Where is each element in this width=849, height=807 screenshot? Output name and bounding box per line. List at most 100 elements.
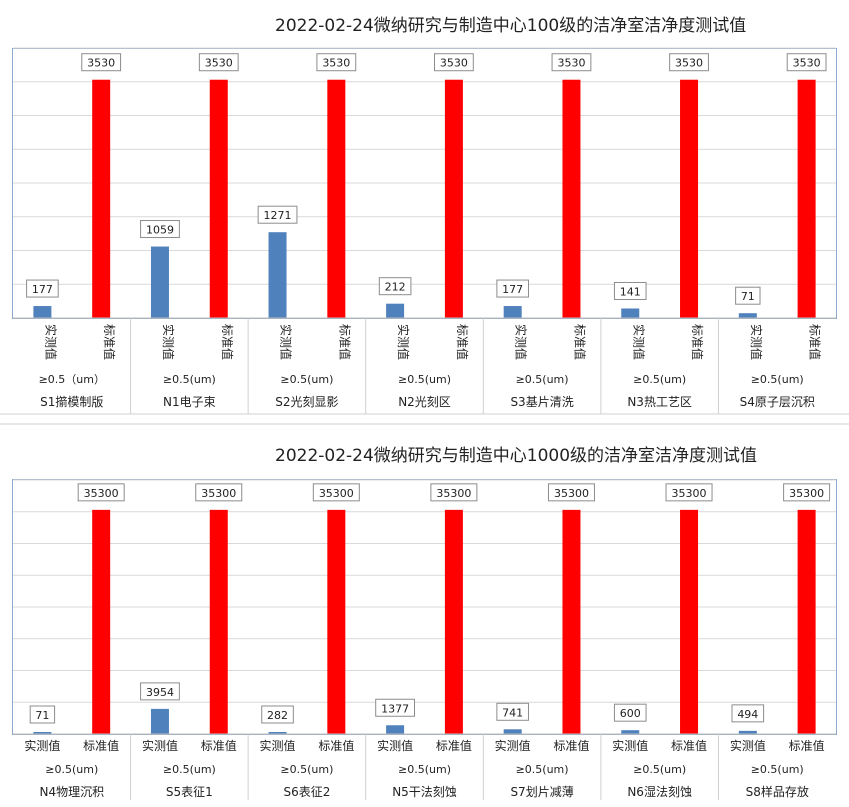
standard-data-label: 35300 xyxy=(201,487,236,500)
room-name-label: N5干法刻蚀 xyxy=(392,785,457,799)
standard-series-label: 标准值 xyxy=(690,324,705,360)
measured-data-label: 71 xyxy=(741,290,755,303)
room-name-label: S4原子层沉积 xyxy=(740,395,815,409)
standard-data-label: 3530 xyxy=(675,57,703,70)
standard-series-label: 标准值 xyxy=(102,324,117,360)
particle-size-label: ≥0.5(um) xyxy=(280,373,333,386)
measured-bar xyxy=(738,730,757,734)
standard-data-label: 35300 xyxy=(319,487,354,500)
measured-bar xyxy=(621,730,640,734)
room-name-label: S7划片减薄 xyxy=(510,784,573,799)
standard-data-label: 3530 xyxy=(322,57,350,70)
measured-bar xyxy=(33,732,52,734)
particle-size-label: ≥0.5(um) xyxy=(751,373,804,386)
particle-size-label: ≥0.5(um) xyxy=(398,373,451,386)
standard-data-label-box xyxy=(198,53,239,72)
measured-bar xyxy=(268,232,287,318)
measured-data-label-box xyxy=(26,279,59,298)
measured-series-label: 实测值 xyxy=(24,738,60,753)
standard-data-label: 3530 xyxy=(440,57,468,70)
measured-series-label: 实测值 xyxy=(749,324,764,360)
measured-series-label: 实测值 xyxy=(161,324,176,360)
particle-size-label: ≥0.5(um) xyxy=(633,763,686,776)
standard-series-label: 标准值 xyxy=(220,324,235,360)
room-name-label: N3热工艺区 xyxy=(627,395,692,409)
standard-series-label: 标准值 xyxy=(671,738,707,753)
standard-bar xyxy=(562,509,581,734)
standard-bar xyxy=(92,79,111,318)
measured-series-label: 实测值 xyxy=(260,738,296,753)
standard-data-label-box xyxy=(547,483,595,502)
particle-size-label: ≥0.5(um) xyxy=(280,763,333,776)
measured-bar xyxy=(386,303,405,318)
measured-data-label-box xyxy=(613,703,647,722)
standard-bar xyxy=(92,509,111,734)
standard-series-label: 标准值 xyxy=(83,738,119,753)
standard-bar xyxy=(444,79,463,318)
measured-data-label-box xyxy=(496,702,529,721)
standard-data-label-box xyxy=(433,53,474,72)
measured-series-label: 实测值 xyxy=(612,738,648,753)
measured-series-label: 实测值 xyxy=(377,738,413,753)
chart-1-title: 2022-02-24微纳研究与制造中心100级的洁净室洁净度测试值 xyxy=(275,16,747,36)
standard-data-label-box xyxy=(551,53,592,72)
measured-data-label: 177 xyxy=(502,283,523,296)
standard-series-label: 标准值 xyxy=(436,738,472,753)
standard-bar xyxy=(680,79,699,318)
standard-data-label-box xyxy=(783,483,831,502)
standard-data-label: 35300 xyxy=(84,487,119,500)
particle-size-label: ≥0.5(um) xyxy=(45,763,98,776)
measured-bar xyxy=(268,732,287,734)
room-name-label: N6湿法刻蚀 xyxy=(627,784,692,799)
room-name-label: S6表征2 xyxy=(283,785,330,799)
particle-size-label: ≥0.5(um) xyxy=(516,763,569,776)
measured-data-label-box xyxy=(261,705,294,724)
room-name-label: N4物理沉积 xyxy=(39,785,104,799)
measured-data-label: 177 xyxy=(32,283,53,296)
particle-size-label: ≥0.5(um) xyxy=(163,763,216,776)
chart-2-title: 2022-02-24微纳研究与制造中心1000级的洁净室洁净度测试值 xyxy=(275,446,758,466)
measured-data-label-box xyxy=(140,682,180,701)
measured-data-label: 1059 xyxy=(146,224,174,237)
measured-bar xyxy=(386,725,405,734)
measured-bar xyxy=(503,306,522,318)
room-name-label: S5表征1 xyxy=(166,785,213,799)
room-name-label: S3基片清洗 xyxy=(510,395,573,409)
standard-series-label: 标准值 xyxy=(808,324,823,360)
measured-data-label-box xyxy=(496,279,529,298)
standard-data-label: 3530 xyxy=(87,57,115,70)
standard-series-label: 标准值 xyxy=(553,738,589,753)
room-name-label: N2光刻区 xyxy=(398,395,451,409)
standard-bar xyxy=(327,79,346,318)
measured-series-label: 实测值 xyxy=(730,738,766,753)
standard-data-label-box xyxy=(312,483,360,502)
standard-data-label-box xyxy=(316,53,357,72)
standard-series-label: 标准值 xyxy=(572,324,587,360)
standard-bar xyxy=(562,79,581,318)
standard-data-label-box xyxy=(786,53,827,72)
measured-bar xyxy=(621,308,640,318)
measured-data-label: 1271 xyxy=(264,209,292,222)
room-name-label: S1擶模制版 xyxy=(40,395,103,409)
measured-data-label: 3954 xyxy=(146,686,174,699)
standard-data-label-box xyxy=(195,483,243,502)
standard-data-label: 35300 xyxy=(554,487,589,500)
standard-bar xyxy=(209,79,228,318)
measured-data-label: 600 xyxy=(620,707,641,720)
measured-data-label-box xyxy=(29,705,56,724)
measured-bar xyxy=(33,306,52,318)
standard-bar xyxy=(680,509,699,734)
room-name-label: S2光刻显影 xyxy=(275,395,338,409)
measured-bar xyxy=(150,246,169,318)
standard-data-label-box xyxy=(77,483,125,502)
standard-bar xyxy=(327,509,346,734)
standard-data-label-box xyxy=(81,53,122,72)
measured-bar xyxy=(503,729,522,734)
measured-bar xyxy=(738,313,757,318)
standard-series-label: 标准值 xyxy=(201,738,237,753)
measured-bar xyxy=(150,708,169,734)
measured-series-label: 实测值 xyxy=(514,324,529,360)
standard-series-label: 标准值 xyxy=(337,324,352,360)
measured-data-label-box xyxy=(257,205,298,224)
